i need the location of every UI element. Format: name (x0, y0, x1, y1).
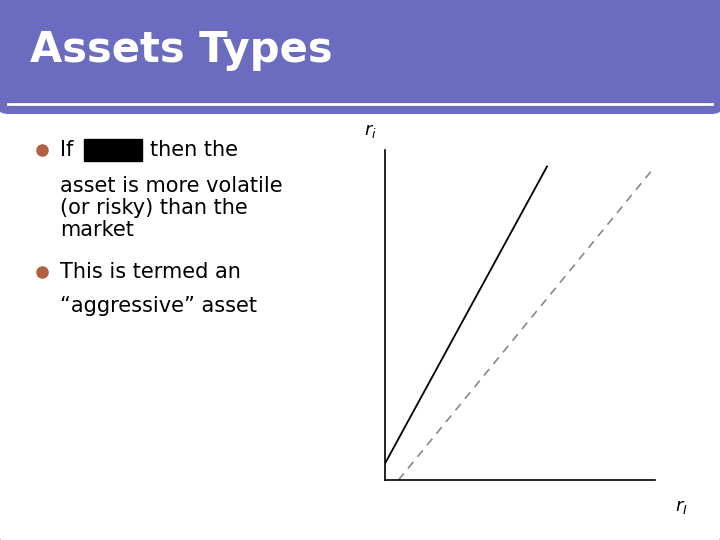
Text: This is termed an: This is termed an (60, 262, 241, 282)
Bar (8, 72, 712, 102)
Text: (or risky) than the: (or risky) than the (60, 198, 248, 218)
Text: “aggressive” asset: “aggressive” asset (60, 296, 257, 316)
Text: $r_I$: $r_I$ (675, 498, 688, 516)
Text: then the: then the (150, 140, 238, 160)
Text: Assets Types: Assets Types (30, 29, 333, 71)
FancyBboxPatch shape (0, 0, 720, 114)
Text: asset is more volatile: asset is more volatile (60, 176, 283, 196)
Text: If: If (60, 140, 73, 160)
Text: market: market (60, 220, 134, 240)
Bar (84, 139, 142, 161)
Text: $r_i$: $r_i$ (364, 122, 377, 140)
